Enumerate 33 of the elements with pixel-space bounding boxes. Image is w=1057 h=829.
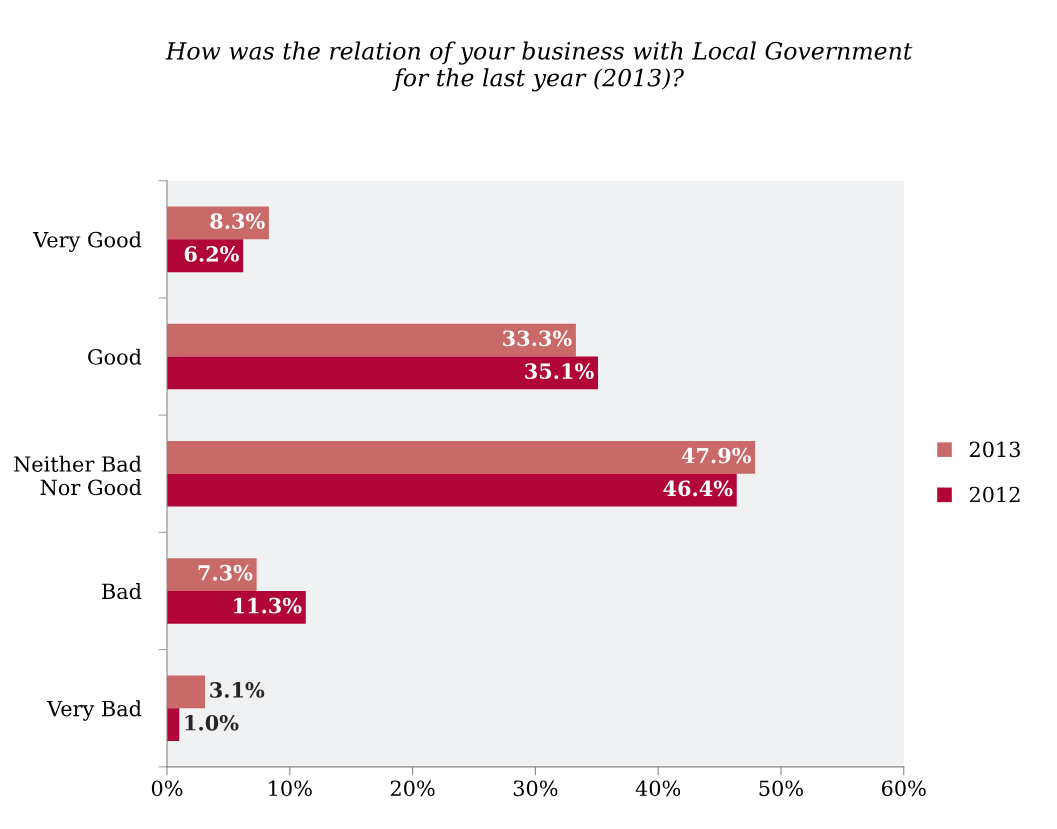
data-label: 7.3% <box>198 564 253 581</box>
y-tick-label: Very Good <box>32 231 142 252</box>
data-label: 1.0% <box>185 714 239 731</box>
x-tick-label: 40% <box>635 780 681 797</box>
legend-label: 2013 <box>969 441 1020 458</box>
data-label: 35.1% <box>525 363 594 380</box>
y-tick-label: Good <box>88 348 142 365</box>
x-tick-label: 50% <box>759 780 803 797</box>
x-tick-label: 30% <box>513 780 558 797</box>
bar <box>167 473 737 507</box>
bar <box>167 323 576 357</box>
chart-title: How was the relation of your business with Local Government for the last year (2013)? <box>165 41 913 92</box>
y-tick-label: Very Bad <box>46 700 142 721</box>
x-tick-label: 60% <box>881 780 926 797</box>
y-tick-label: Bad <box>102 583 142 600</box>
bar <box>167 356 598 390</box>
legend-label: 2012 <box>969 486 1020 503</box>
data-label: 11.3% <box>234 597 302 614</box>
x-tick-label: 20% <box>390 780 435 797</box>
bar <box>167 675 206 709</box>
bar <box>167 440 756 474</box>
data-label: 6.2% <box>184 246 239 262</box>
x-tick-label: 0% <box>151 780 183 797</box>
x-tick-label: 10% <box>269 780 312 797</box>
data-label: 46.4% <box>663 480 733 497</box>
data-label: 47.9% <box>681 447 751 464</box>
bar <box>167 590 306 624</box>
data-label: 3.1% <box>210 682 265 698</box>
y-tick-label: Neither Bad Nor Good <box>14 455 142 496</box>
bar <box>167 558 257 591</box>
data-label: 8.3% <box>210 213 265 229</box>
data-label: 33.3% <box>503 330 572 347</box>
bar <box>167 708 180 742</box>
